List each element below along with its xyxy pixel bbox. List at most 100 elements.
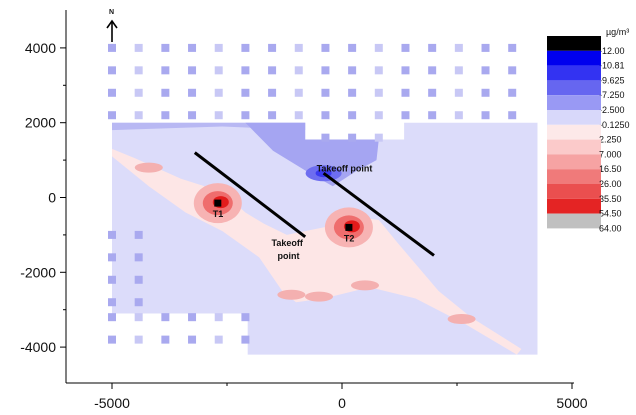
grid-cell — [134, 230, 143, 239]
legend-label: 35.50 — [599, 194, 622, 204]
grid-cell — [214, 88, 223, 97]
grid-cell — [428, 66, 437, 75]
grid-cell — [454, 43, 463, 52]
legend-swatch — [547, 110, 601, 125]
annotation-takeoff-point-2: Takeoff point — [272, 238, 304, 261]
legend-swatch — [547, 95, 601, 110]
annotations-layer: T1 T2 Takeoff point Takeoff point N — [106, 9, 435, 261]
grid-cell — [134, 253, 143, 262]
grid-cell — [321, 43, 330, 52]
y-tick-label: -2000 — [20, 264, 56, 280]
north-label: N — [109, 9, 114, 16]
legend-label: 54.50 — [599, 209, 622, 219]
grid-cell — [161, 313, 170, 322]
grid-cell — [134, 275, 143, 284]
grid-cell — [401, 111, 410, 120]
grid-cell — [188, 335, 197, 344]
grid-cell — [481, 88, 490, 97]
x-tick-label: -5000 — [94, 395, 130, 411]
grid-cell — [241, 111, 250, 120]
grid-cell — [134, 335, 143, 344]
grid-cell — [214, 43, 223, 52]
legend-swatch — [547, 169, 601, 184]
grid-cell — [454, 88, 463, 97]
legend-label: 7.000 — [599, 149, 622, 159]
grid-cell — [268, 88, 277, 97]
grid-cell — [161, 43, 170, 52]
grid-cell — [348, 111, 357, 120]
grid-cell — [508, 88, 517, 97]
grid-cell — [108, 335, 116, 344]
grid-cell — [108, 66, 116, 75]
grid-cell — [214, 335, 223, 344]
runway-line-1 — [193, 151, 307, 238]
annotation-takeoff-point-3: Takeoff point — [317, 163, 373, 173]
grid-cell — [108, 43, 116, 52]
grid-cell — [214, 111, 223, 120]
grid-cell — [134, 66, 143, 75]
grid-cell — [134, 43, 143, 52]
grid-cell — [214, 313, 223, 322]
grid-cell — [294, 111, 303, 120]
grid-cell — [508, 43, 517, 52]
grid-cell — [294, 43, 303, 52]
grid-cell — [321, 133, 330, 142]
grid-cell — [268, 111, 277, 120]
grid-cell — [108, 298, 116, 307]
grid-cell — [321, 111, 330, 120]
grid-cell — [454, 66, 463, 75]
plume-patch — [447, 314, 476, 325]
grid-cell — [161, 88, 170, 97]
x-tick-label: 5000 — [556, 395, 587, 411]
grid-cell — [134, 298, 143, 307]
legend-label: 64.00 — [599, 223, 622, 233]
grid-cell — [401, 66, 410, 75]
plot-area — [108, 43, 538, 355]
grid-cell — [348, 43, 357, 52]
plume-patch — [277, 289, 306, 300]
grid-cell — [374, 43, 383, 52]
grid-cell — [481, 111, 490, 120]
grid-cell — [294, 66, 303, 75]
legend-swatch — [547, 36, 601, 51]
grid-cell — [134, 111, 143, 120]
grid-cell — [161, 335, 170, 344]
north-arrow-icon: N — [106, 9, 118, 42]
grid-cell — [134, 313, 143, 322]
grid-cell — [321, 88, 330, 97]
grid-cell — [374, 88, 383, 97]
grid-cell — [508, 66, 517, 75]
legend-label: -7.250 — [599, 90, 625, 100]
grid-cell — [108, 111, 116, 120]
grid-cell — [188, 43, 197, 52]
grid-cell — [108, 88, 116, 97]
plume-patch — [305, 291, 333, 302]
runway-line-2 — [322, 171, 435, 257]
blue-wedge — [245, 122, 379, 187]
grid-cell — [401, 43, 410, 52]
grid-cell — [188, 88, 197, 97]
legend-label: -10.81 — [599, 61, 625, 71]
grid-cell — [108, 275, 116, 284]
grid-cell — [428, 111, 437, 120]
marker-t1 — [214, 199, 222, 207]
grid-cell — [348, 88, 357, 97]
legend-swatch — [547, 65, 601, 81]
grid-cell — [348, 133, 357, 142]
grid-cell — [374, 111, 383, 120]
grid-cell — [428, 43, 437, 52]
legend-label: 26.00 — [599, 179, 622, 189]
y-tick-label: 4000 — [25, 40, 56, 56]
grid-cell — [134, 88, 143, 97]
grid-cell — [374, 133, 383, 142]
legend-swatch — [547, 139, 601, 155]
annotation-t1-1: T1 — [213, 209, 224, 219]
marker-t2 — [345, 223, 353, 231]
grid-cell — [508, 111, 517, 120]
grid-cell — [241, 88, 250, 97]
legend-swatch — [547, 50, 601, 66]
legend-label: 16.50 — [599, 164, 622, 174]
y-tick-label: -4000 — [20, 339, 56, 355]
x-tick-label: 0 — [338, 395, 346, 411]
